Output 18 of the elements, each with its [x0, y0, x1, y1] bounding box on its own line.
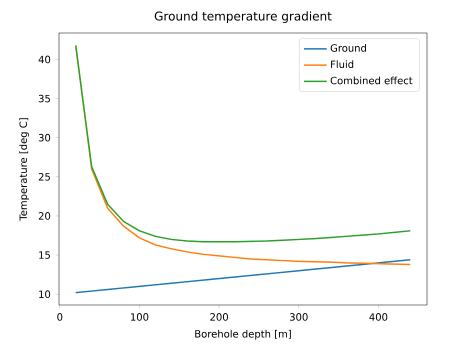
x-tick-label: 300: [290, 313, 308, 321]
x-tick-label: 200: [210, 313, 228, 321]
x-tick-label: 0: [57, 313, 62, 321]
y-tick-label: 35: [38, 94, 50, 102]
y-axis-title: Temperature [deg C]: [19, 118, 29, 221]
y-tick-label: 10: [39, 290, 50, 298]
y-tick-label: 30: [38, 134, 50, 142]
chart-title: Ground temperature gradient: [154, 11, 332, 23]
x-tick-label: 100: [131, 313, 148, 321]
legend-label: Ground: [330, 44, 366, 52]
legend-label: Combined effect: [330, 76, 412, 84]
y-tick-label: 40: [38, 56, 50, 64]
x-tick-label: 400: [369, 313, 388, 321]
y-tick-label: 20: [38, 212, 50, 220]
y-tick-label: 25: [38, 173, 50, 181]
y-tick-label: 15: [39, 251, 50, 259]
x-axis-title: Borehole depth [m]: [195, 330, 291, 340]
legend-label: Fluid: [331, 60, 354, 68]
